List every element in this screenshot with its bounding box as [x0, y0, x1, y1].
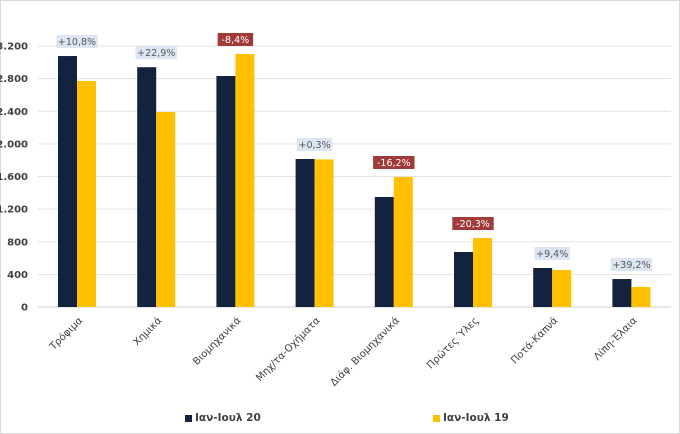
change-badge	[217, 32, 254, 46]
change-badge	[452, 216, 494, 230]
bar-series-1	[533, 268, 553, 307]
x-category-label: Ποτά-Καπνά	[509, 314, 561, 366]
bar-series-2	[473, 237, 492, 307]
bar-series-2	[156, 112, 176, 307]
legend-label-series-2: Ιαν-Ιουλ 19	[443, 412, 509, 424]
y-tick-label: 3.200	[0, 42, 28, 53]
bar-series-2	[235, 53, 255, 307]
y-tick-label: 800	[7, 237, 28, 248]
x-category-label: Βιομηχανικά	[191, 314, 244, 367]
x-category-label: Μηχ/τα-Οχήματα	[254, 314, 324, 384]
bar-series-1	[216, 76, 236, 307]
y-tick-label: 2.400	[0, 107, 28, 118]
y-tick-label: 2.000	[0, 139, 28, 150]
x-category-label: Τρόφιμα	[47, 314, 86, 353]
change-badge	[56, 35, 98, 49]
y-tick-label: 0	[21, 303, 28, 314]
bar-series-1	[295, 158, 315, 307]
change-label: +22,9%	[137, 48, 175, 59]
x-category-label: Διάφ. Βιομηχανικά	[328, 314, 402, 388]
legend-swatch-series-2	[433, 414, 440, 422]
change-badge	[373, 155, 415, 169]
y-tick-label: 1.600	[0, 172, 28, 183]
change-label: +39,2%	[612, 260, 650, 271]
change-label: -16,2%	[377, 158, 411, 169]
change-label: +9,4%	[536, 249, 568, 260]
bar-series-2	[631, 287, 651, 307]
legend-item-series-1: Ιαν-Ιουλ 20	[185, 412, 261, 424]
change-badge	[135, 46, 177, 60]
change-badge	[534, 247, 570, 261]
change-label: +0,3%	[299, 140, 331, 151]
y-tick-label: 400	[7, 270, 28, 281]
y-tick-label: 2.800	[0, 74, 28, 85]
bar-series-2	[77, 80, 96, 307]
legend-item-series-2: Ιαν-Ιουλ 19	[433, 412, 509, 424]
x-category-label: Χημικά	[131, 314, 165, 348]
bar-series-2	[393, 176, 413, 307]
y-tick-label: 1.200	[0, 205, 28, 216]
bar-series-1	[137, 67, 157, 307]
bar-series-1	[58, 56, 77, 307]
legend-swatch-series-1	[185, 414, 192, 422]
change-label: -8,4%	[222, 35, 250, 46]
bar-series-1	[454, 252, 473, 307]
bar-series-1	[374, 196, 394, 307]
x-category-label: Λίπη-Έλαια	[591, 314, 639, 362]
x-category-label: Πρώτες Ύλες	[424, 315, 481, 372]
legend-label-series-1: Ιαν-Ιουλ 20	[195, 412, 261, 424]
bar-series-2	[314, 159, 334, 307]
change-label: +10,8%	[58, 37, 96, 48]
bar-series-1	[612, 279, 632, 307]
bar-series-2	[552, 269, 572, 307]
change-badge	[610, 258, 653, 272]
change-badge	[296, 137, 333, 151]
change-label: -20,3%	[456, 219, 490, 230]
